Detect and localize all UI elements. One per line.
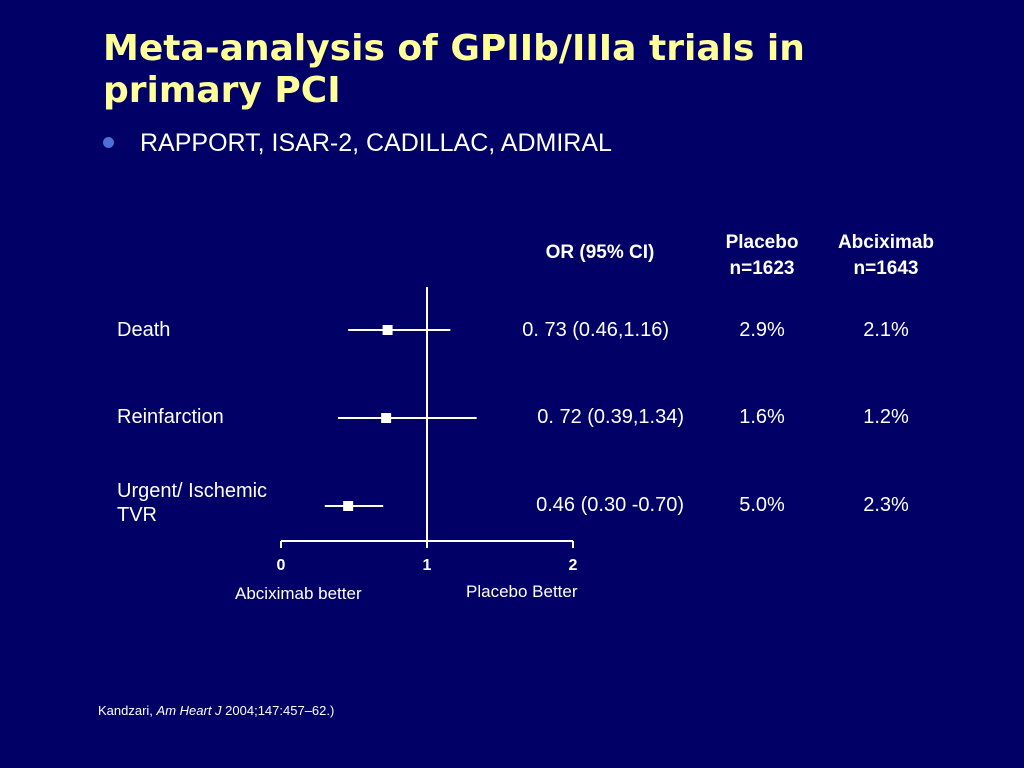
or-marker-0 <box>382 325 393 335</box>
axis-caption-right: Placebo Better <box>466 582 578 601</box>
x-tick-label-0: 0 <box>277 557 286 574</box>
header-or-ci: OR (95% CI) <box>545 242 655 263</box>
source-author: Kandzari, <box>98 703 157 718</box>
bullet-text: RAPPORT, ISAR-2, CADILLAC, ADMIRAL <box>140 129 612 157</box>
placebo-death: 2.9% <box>739 319 785 341</box>
abciximab-death: 2.1% <box>863 319 909 341</box>
x-tick-label-2: 2 <box>569 557 578 574</box>
source-journal: Am Heart J <box>156 703 222 718</box>
placebo-reinfarction: 1.6% <box>739 406 785 428</box>
row-label-tvr: Urgent/ Ischemic TVR <box>117 480 268 526</box>
placebo-tvr: 5.0% <box>739 494 785 516</box>
source-details: 2004;147:457–62.) <box>221 703 335 718</box>
header-placebo-n: n=1623 <box>729 258 795 279</box>
or-marker-2 <box>343 501 354 511</box>
abciximab-reinfarction: 1.2% <box>863 406 909 428</box>
bullet-dot-icon <box>103 137 114 148</box>
or-marker-1 <box>381 413 392 423</box>
ci-reinfarction: 0. 72 (0.39,1.34) <box>537 406 684 428</box>
abciximab-tvr: 2.3% <box>863 494 909 516</box>
source-citation: Kandzari, Am Heart J 2004;147:457–62.) <box>98 702 334 720</box>
ci-death: 0. 73 (0.46,1.16) <box>522 319 669 341</box>
ci-tvr: 0.46 (0.30 -0.70) <box>536 494 684 516</box>
header-abciximab: Abciximab n=1643 <box>821 230 951 282</box>
header-abciximab-n: n=1643 <box>853 258 919 279</box>
header-placebo-label: Placebo <box>725 232 799 253</box>
slide-title: Meta-analysis of GPIIb/IIIa trials in pr… <box>103 28 805 111</box>
row-label-death: Death <box>117 319 171 341</box>
bullet-item: RAPPORT, ISAR-2, CADILLAC, ADMIRAL <box>103 126 612 160</box>
header-placebo: Placebo n=1623 <box>702 230 822 282</box>
axis-caption-left: Abciximab better <box>235 584 362 603</box>
x-tick-label-1: 1 <box>423 557 432 574</box>
row-label-reinfarction: Reinfarction <box>117 406 224 428</box>
header-abciximab-label: Abciximab <box>837 232 935 253</box>
